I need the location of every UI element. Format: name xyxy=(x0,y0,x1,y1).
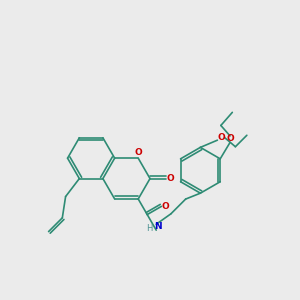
Text: N: N xyxy=(154,222,162,231)
Text: O: O xyxy=(218,133,226,142)
Text: O: O xyxy=(134,148,142,157)
Text: O: O xyxy=(167,174,174,183)
Text: O: O xyxy=(162,202,170,211)
Text: O: O xyxy=(226,134,234,143)
Text: H: H xyxy=(146,224,153,233)
